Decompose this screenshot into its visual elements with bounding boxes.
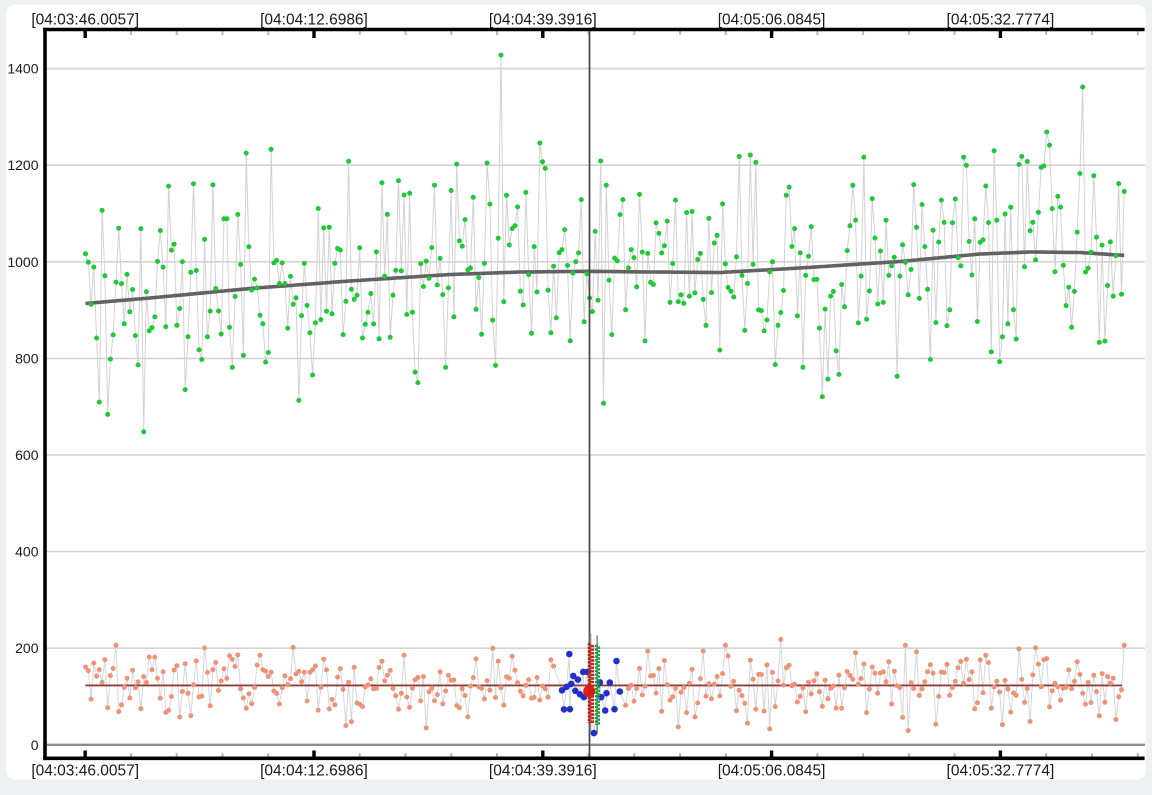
svg-text:1200: 1200 <box>7 157 38 173</box>
svg-text:[04:03:46.0057]: [04:03:46.0057] <box>31 12 139 29</box>
svg-text:[04:04:12.6986]: [04:04:12.6986] <box>260 763 368 780</box>
svg-text:[04:05:06.0845]: [04:05:06.0845] <box>718 12 826 29</box>
svg-text:1400: 1400 <box>7 61 38 77</box>
svg-text:200: 200 <box>15 640 39 656</box>
svg-text:[04:05:32.7774]: [04:05:32.7774] <box>947 763 1055 780</box>
svg-text:600: 600 <box>15 447 39 463</box>
svg-text:[04:04:39.3916]: [04:04:39.3916] <box>489 12 597 29</box>
svg-text:800: 800 <box>15 350 39 366</box>
svg-text:0: 0 <box>31 737 39 753</box>
svg-text:1000: 1000 <box>7 254 38 270</box>
svg-text:400: 400 <box>15 544 39 560</box>
svg-text:[04:03:46.0057]: [04:03:46.0057] <box>31 763 139 780</box>
svg-text:[04:04:12.6986]: [04:04:12.6986] <box>260 12 368 29</box>
svg-text:[04:05:32.7774]: [04:05:32.7774] <box>947 12 1055 29</box>
svg-text:[04:04:39.3916]: [04:04:39.3916] <box>489 763 597 780</box>
svg-text:[04:05:06.0845]: [04:05:06.0845] <box>718 763 826 780</box>
